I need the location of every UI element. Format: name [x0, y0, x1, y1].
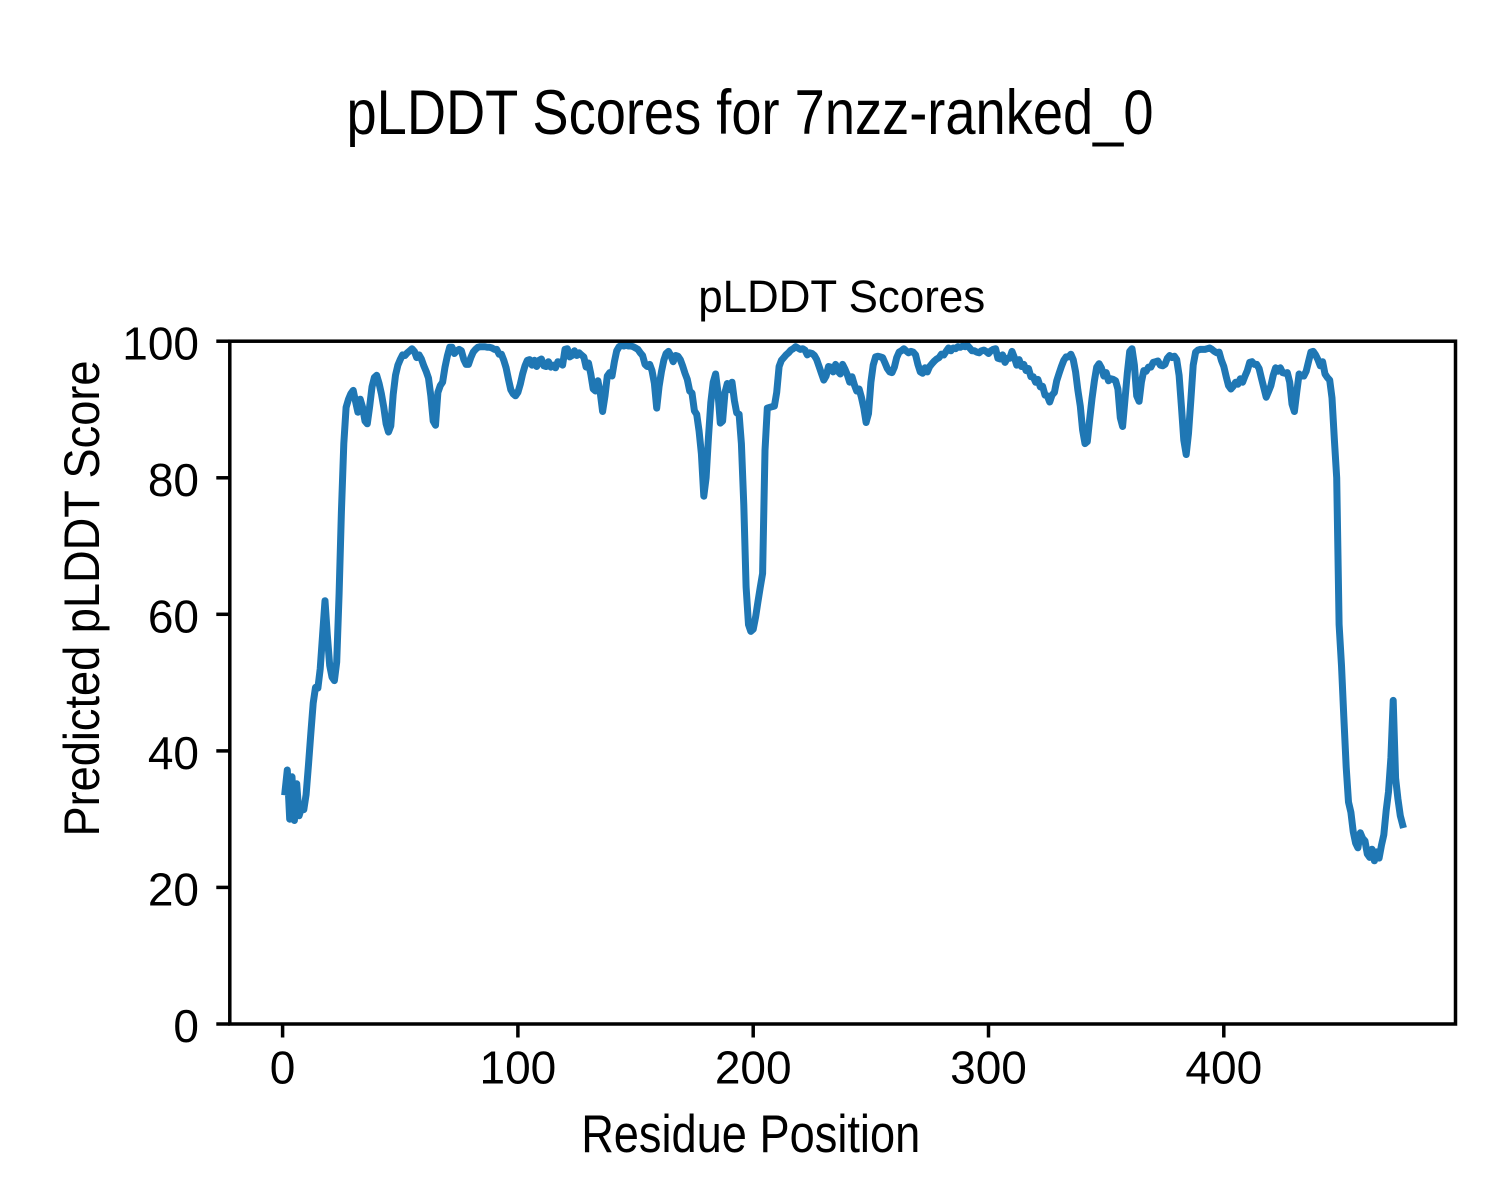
- svg-text:Residue Position: Residue Position: [581, 1105, 920, 1164]
- svg-text:200: 200: [715, 1042, 792, 1094]
- svg-text:0: 0: [173, 1000, 199, 1052]
- svg-text:100: 100: [480, 1042, 557, 1094]
- svg-text:80: 80: [148, 454, 199, 506]
- svg-text:pLDDT Scores: pLDDT Scores: [698, 271, 985, 322]
- svg-text:60: 60: [148, 590, 199, 642]
- svg-text:20: 20: [148, 864, 199, 916]
- svg-text:40: 40: [148, 727, 199, 779]
- svg-text:300: 300: [950, 1042, 1027, 1094]
- svg-text:400: 400: [1185, 1042, 1262, 1094]
- svg-text:pLDDT Scores for 7nzz-ranked_0: pLDDT Scores for 7nzz-ranked_0: [347, 78, 1154, 148]
- svg-text:0: 0: [270, 1042, 296, 1094]
- svg-text:Predicted pLDDT Score: Predicted pLDDT Score: [54, 361, 110, 837]
- svg-text:100: 100: [122, 317, 199, 369]
